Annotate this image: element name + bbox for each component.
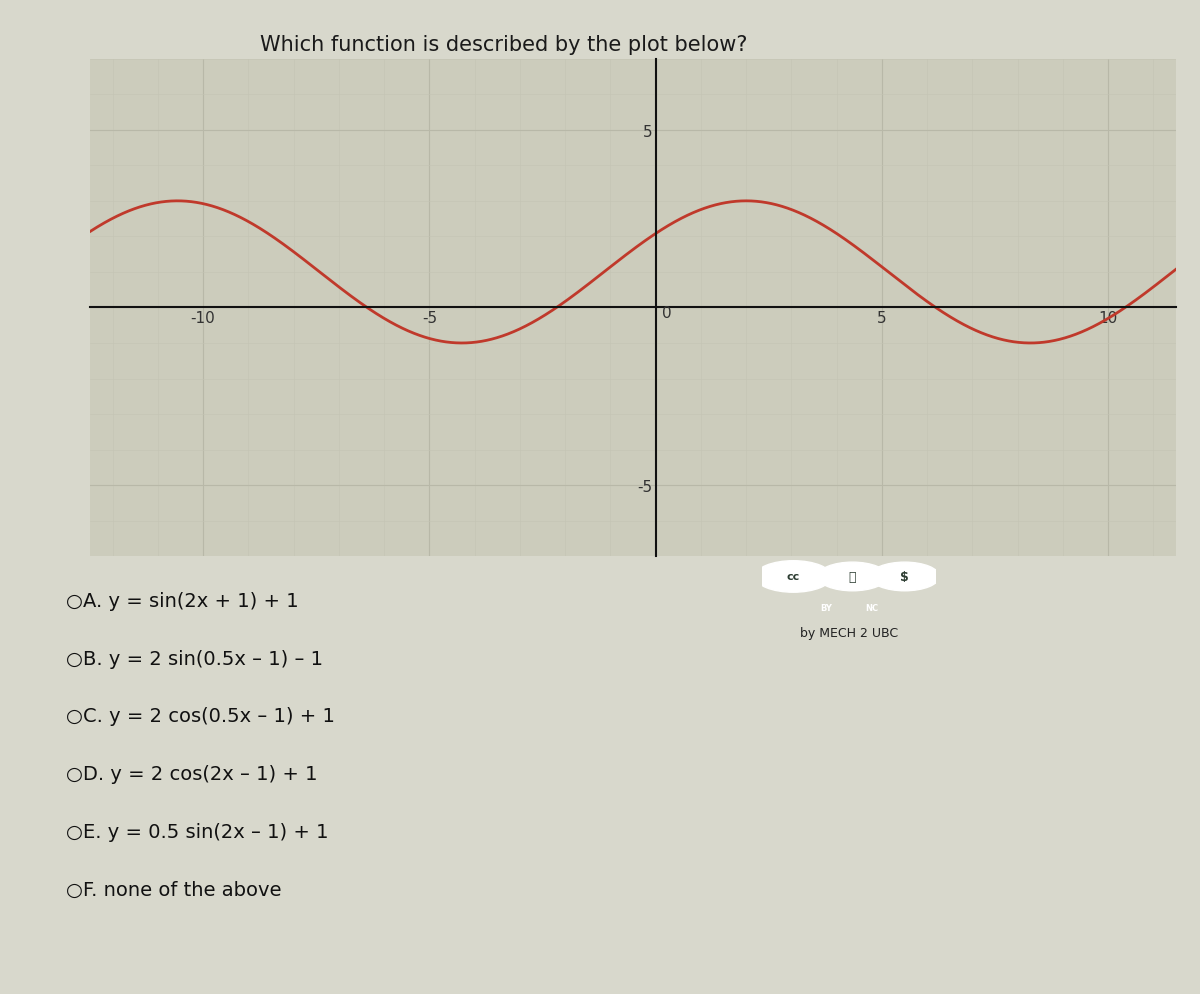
Circle shape xyxy=(870,563,940,591)
Text: ○D. y = 2 cos(2x – 1) + 1: ○D. y = 2 cos(2x – 1) + 1 xyxy=(66,764,318,783)
Text: 0: 0 xyxy=(662,305,672,320)
Text: NC: NC xyxy=(865,604,878,613)
Text: Which function is described by the plot below?: Which function is described by the plot … xyxy=(260,35,748,55)
Text: $: $ xyxy=(900,571,910,583)
Text: ○C. y = 2 cos(0.5x – 1) + 1: ○C. y = 2 cos(0.5x – 1) + 1 xyxy=(66,707,335,726)
Text: ○A. y = sin(2x + 1) + 1: ○A. y = sin(2x + 1) + 1 xyxy=(66,591,299,610)
Circle shape xyxy=(817,563,887,591)
Text: ○B. y = 2 sin(0.5x – 1) – 1: ○B. y = 2 sin(0.5x – 1) – 1 xyxy=(66,649,323,668)
Text: ⓘ: ⓘ xyxy=(848,571,857,583)
Text: ○F. none of the above: ○F. none of the above xyxy=(66,880,282,899)
Text: BY: BY xyxy=(821,604,833,613)
Text: cc: cc xyxy=(787,572,800,581)
Text: by MECH 2 UBC: by MECH 2 UBC xyxy=(800,626,898,639)
Text: ○E. y = 0.5 sin(2x – 1) + 1: ○E. y = 0.5 sin(2x – 1) + 1 xyxy=(66,822,329,841)
Circle shape xyxy=(755,562,832,592)
